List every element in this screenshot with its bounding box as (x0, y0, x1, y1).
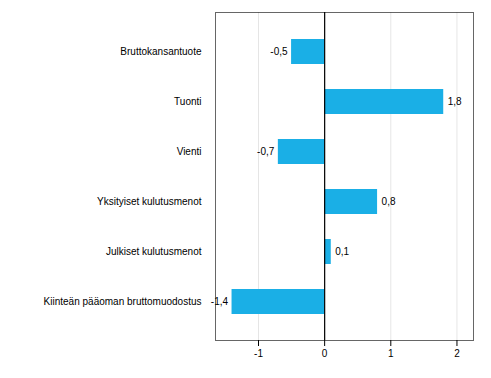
svg-text:Yksityiset kulutusmenot: Yksityiset kulutusmenot (97, 196, 202, 207)
svg-text:1: 1 (388, 348, 394, 359)
svg-text:1,8: 1,8 (448, 96, 462, 107)
svg-text:0: 0 (322, 348, 328, 359)
svg-text:-1,4: -1,4 (211, 296, 229, 307)
svg-text:Bruttokansantuote: Bruttokansantuote (120, 46, 202, 57)
svg-text:Julkiset kulutusmenot: Julkiset kulutusmenot (106, 246, 202, 257)
svg-text:2: 2 (454, 348, 460, 359)
svg-text:Tuonti: Tuonti (174, 96, 201, 107)
svg-text:-1: -1 (254, 348, 263, 359)
svg-text:Vienti: Vienti (177, 146, 202, 157)
svg-text:0,1: 0,1 (335, 246, 349, 257)
svg-text:-0,5: -0,5 (270, 46, 288, 57)
svg-text:0,8: 0,8 (382, 196, 396, 207)
svg-text:-0,7: -0,7 (257, 146, 275, 157)
svg-text:Kiinteän pääoman bruttomuodost: Kiinteän pääoman bruttomuodostus (44, 296, 202, 307)
